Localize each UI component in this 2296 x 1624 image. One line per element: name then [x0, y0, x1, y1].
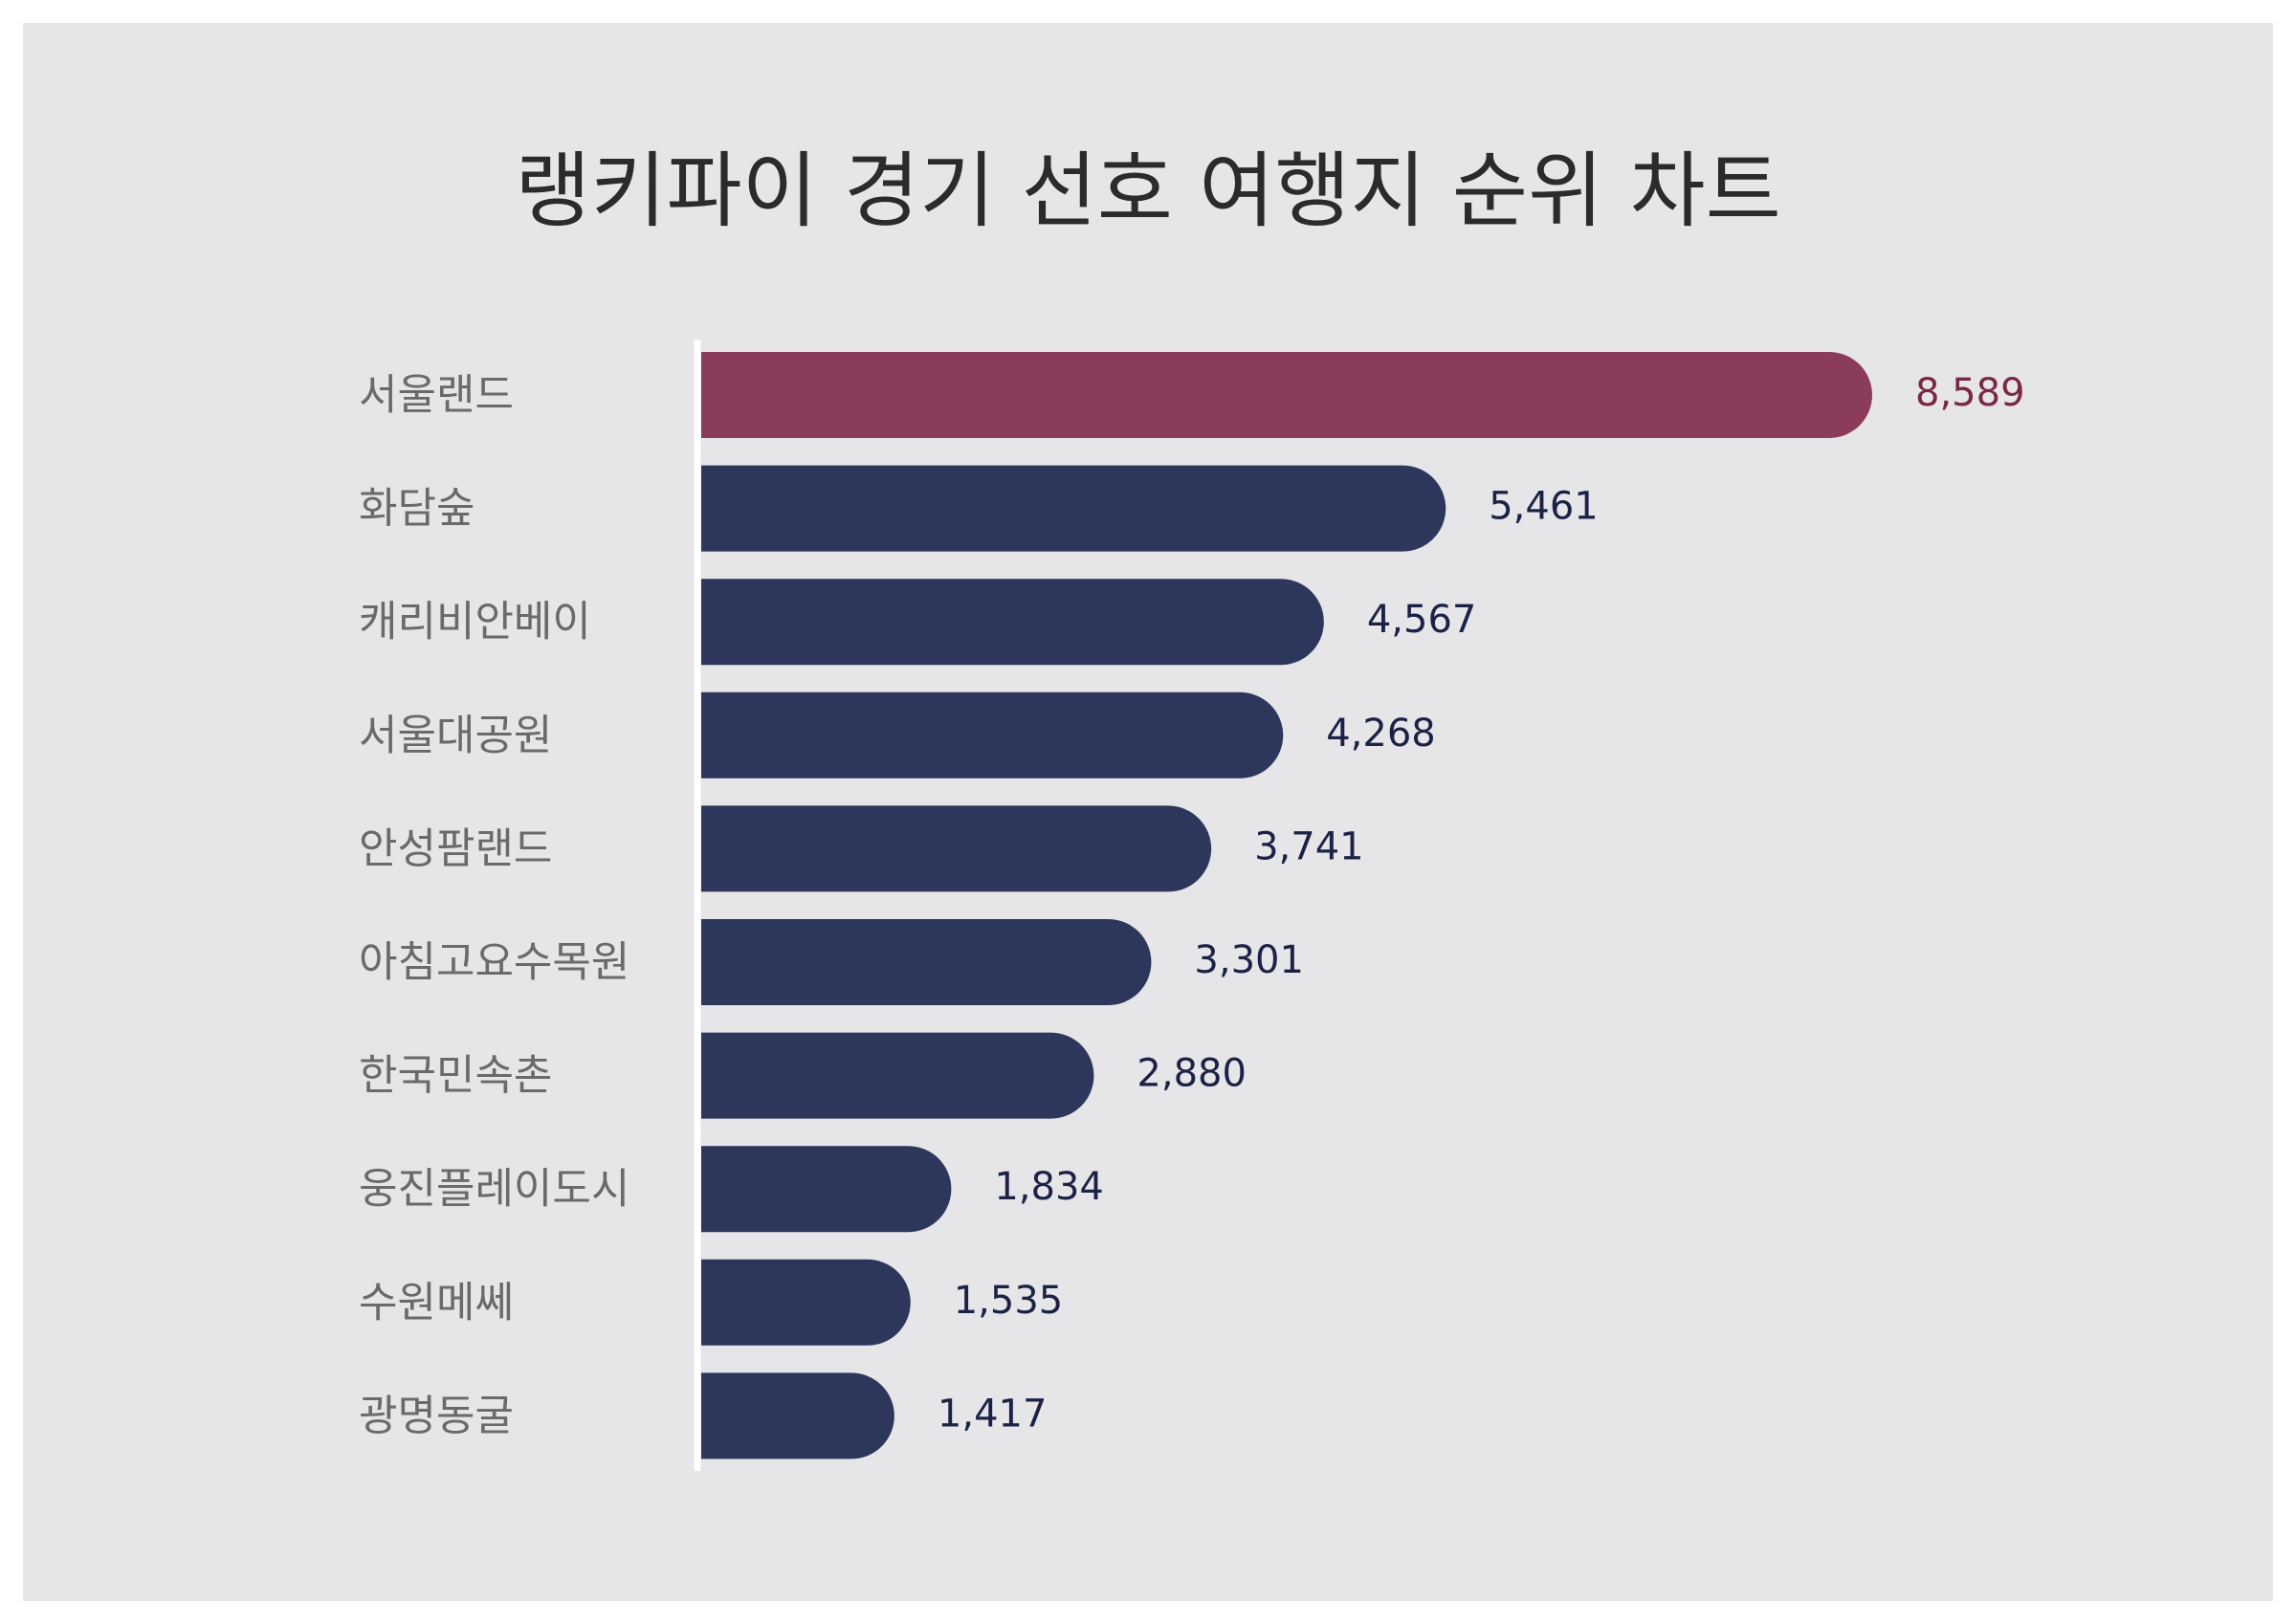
bar-9	[701, 1259, 911, 1346]
value-label: 1,834	[994, 1165, 1104, 1209]
category-label: 한국민속촌	[359, 1051, 552, 1100]
bar-5	[701, 805, 1212, 892]
category-label: 아침고요수목원	[359, 938, 629, 987]
value-label: 4,567	[1367, 598, 1477, 642]
bar-7	[701, 1032, 1094, 1119]
category-label: 안성팜랜드	[359, 824, 552, 873]
value-label: 8,589	[1915, 371, 2025, 415]
category-label: 웅진플레이도시	[359, 1165, 629, 1214]
bar-8	[701, 1146, 952, 1233]
category-label: 광명동굴	[359, 1392, 514, 1440]
bar-3	[701, 579, 1324, 666]
chart-title: 랭키파이 경기 선호 여행지 순위 차트	[515, 143, 1781, 239]
value-label: 3,301	[1194, 938, 1304, 982]
value-label: 3,741	[1254, 824, 1364, 868]
value-label: 1,535	[954, 1279, 1064, 1323]
labels-layer: 서울랜드 8,589 화담숲 5,461 캐리비안베이 4,567 서울대공원 4,268 안성…	[359, 371, 2025, 1440]
value-label: 5,461	[1489, 485, 1599, 529]
bar-10	[701, 1372, 894, 1459]
bar-6	[701, 919, 1152, 1005]
category-label: 화담숲	[359, 484, 475, 533]
value-label: 2,880	[1137, 1052, 1247, 1096]
value-label: 4,268	[1326, 712, 1436, 756]
category-label: 서울대공원	[359, 711, 552, 759]
value-label: 1,417	[938, 1392, 1048, 1436]
bars-layer	[701, 352, 1872, 1459]
category-label: 서울랜드	[359, 371, 514, 420]
category-label: 수원메쎄	[359, 1278, 514, 1327]
bar-1	[701, 352, 1872, 438]
category-label: 캐리비안베이	[359, 598, 591, 647]
bar-4	[701, 691, 1284, 779]
bar-2	[701, 465, 1446, 552]
